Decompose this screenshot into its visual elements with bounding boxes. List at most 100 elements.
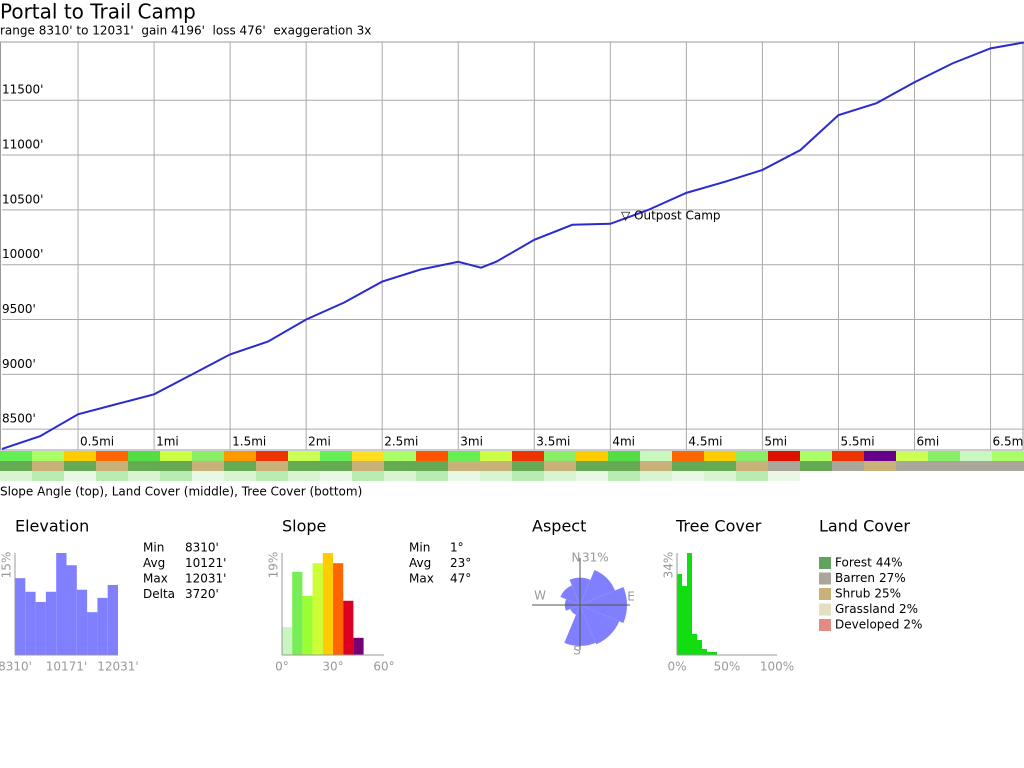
strip-cell bbox=[352, 471, 385, 481]
bar bbox=[353, 637, 364, 655]
strip-cell bbox=[608, 451, 641, 461]
chart-title: Aspect bbox=[532, 517, 586, 536]
bar bbox=[302, 595, 313, 655]
bar bbox=[712, 652, 717, 655]
strip-cell bbox=[704, 461, 737, 471]
y-tick-label: 10000' bbox=[2, 247, 43, 261]
legend-label: Grassland bbox=[835, 602, 895, 616]
strip-cell bbox=[480, 451, 513, 461]
strip-cell bbox=[128, 451, 161, 461]
strip-cell bbox=[224, 461, 257, 471]
strip-cell bbox=[0, 451, 33, 461]
strip-cell bbox=[0, 471, 33, 481]
x-tick-label: 2mi bbox=[308, 435, 331, 449]
direction-label: E bbox=[627, 590, 635, 604]
x-tick-label: 30° bbox=[322, 660, 343, 674]
strip-cell bbox=[928, 471, 961, 481]
strip-cell bbox=[800, 461, 833, 471]
chart-title: Tree Cover bbox=[675, 517, 762, 536]
strip-cell bbox=[288, 461, 321, 471]
strip-cell bbox=[864, 471, 897, 481]
stat-value: 10121' bbox=[185, 556, 226, 570]
strip-cell bbox=[448, 471, 481, 481]
strip-cell bbox=[256, 461, 289, 471]
bar bbox=[97, 597, 108, 655]
strip-cell bbox=[448, 461, 481, 471]
strip-cell bbox=[0, 461, 33, 471]
strip-cell bbox=[672, 471, 705, 481]
stat-value: 12031' bbox=[185, 572, 226, 586]
strip-cell bbox=[896, 471, 929, 481]
legend-value: 44% bbox=[876, 556, 903, 570]
strip-cell bbox=[736, 461, 769, 471]
y-tick-label: 11000' bbox=[2, 138, 43, 152]
legend-swatch bbox=[819, 557, 831, 569]
x-tick-label: 6mi bbox=[917, 435, 940, 449]
strip-caption: Slope Angle (top), Land Cover (middle), … bbox=[0, 485, 362, 499]
strip-cell bbox=[192, 461, 225, 471]
strip-cell bbox=[576, 461, 609, 471]
x-tick-label: 5mi bbox=[764, 435, 787, 449]
strip-cell bbox=[256, 471, 289, 481]
strip-cell bbox=[384, 471, 417, 481]
strip-cell bbox=[992, 471, 1024, 481]
strip-cell bbox=[64, 471, 97, 481]
strip-cell bbox=[960, 461, 993, 471]
strip-cell bbox=[640, 471, 673, 481]
strip-cell bbox=[256, 451, 289, 461]
y-tick-label: 8500' bbox=[2, 412, 36, 426]
bar bbox=[677, 574, 682, 655]
strip-cell bbox=[128, 461, 161, 471]
legend-value: 27% bbox=[879, 571, 906, 585]
legend-value: 2% bbox=[899, 602, 918, 616]
strip-cell bbox=[544, 471, 577, 481]
x-tick-label: 1.5mi bbox=[232, 435, 266, 449]
legend-label: Forest bbox=[835, 556, 872, 570]
direction-label: S bbox=[573, 644, 581, 658]
strip-cell bbox=[544, 461, 577, 471]
stat-value: 47° bbox=[450, 572, 471, 586]
legend-label: Shrub bbox=[835, 587, 870, 601]
strip-cell bbox=[320, 471, 353, 481]
bar bbox=[702, 649, 707, 655]
bar bbox=[76, 589, 88, 655]
strip-cell bbox=[736, 471, 769, 481]
strip-cell bbox=[448, 451, 481, 461]
stat-value: 23° bbox=[450, 556, 471, 570]
strip-cell bbox=[96, 471, 129, 481]
x-tick-label: 12031' bbox=[97, 660, 138, 674]
x-tick-label: 8310' bbox=[0, 660, 32, 674]
x-tick-label: 1mi bbox=[156, 435, 179, 449]
x-tick-label: 5.5mi bbox=[840, 435, 874, 449]
bar bbox=[292, 571, 303, 655]
strip-cell bbox=[320, 451, 353, 461]
strip-cell bbox=[768, 471, 801, 481]
bar bbox=[25, 591, 36, 655]
legend-value: 2% bbox=[903, 618, 922, 632]
strip-cell bbox=[800, 471, 833, 481]
strip-cell bbox=[704, 471, 737, 481]
bar bbox=[697, 640, 702, 655]
strip-cell bbox=[192, 451, 225, 461]
stat-label: Delta bbox=[143, 587, 175, 601]
strip-cell bbox=[608, 471, 641, 481]
bar bbox=[312, 563, 323, 655]
stat-label: Max bbox=[409, 572, 434, 586]
legend-label: Barren bbox=[835, 571, 875, 585]
strip-cell bbox=[864, 451, 897, 461]
strip-cell bbox=[576, 451, 609, 461]
x-tick-label: 0° bbox=[275, 660, 289, 674]
rose-sector bbox=[580, 605, 620, 645]
strip-cell bbox=[512, 461, 545, 471]
stat-value: 8310' bbox=[185, 541, 219, 555]
x-tick-label: 10171' bbox=[46, 660, 87, 674]
strip-cell bbox=[960, 451, 993, 461]
strip-cell bbox=[192, 471, 225, 481]
strip-cell bbox=[864, 461, 897, 471]
strip-cell bbox=[672, 461, 705, 471]
x-tick-label: 0% bbox=[667, 660, 686, 674]
strip-cell bbox=[512, 471, 545, 481]
strip-cell bbox=[672, 451, 705, 461]
strip-cell bbox=[160, 471, 193, 481]
